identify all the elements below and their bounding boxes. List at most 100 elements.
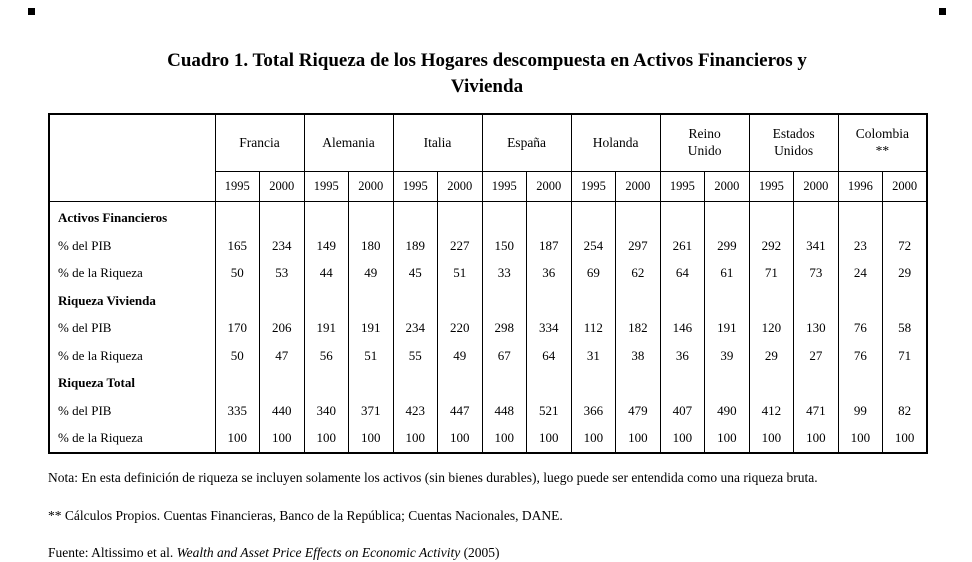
value-cell: 100 xyxy=(615,424,661,453)
value-cell: 234 xyxy=(392,314,439,342)
table-row: % del PIB 165 234 149 180 189 227 150 187 254 297 2… xyxy=(48,231,928,260)
value-cell: 182 xyxy=(615,314,661,342)
country-header: Colombia ** xyxy=(837,113,928,173)
value-cell xyxy=(882,201,928,232)
value-cell xyxy=(837,286,884,315)
value-cell: 31 xyxy=(570,341,617,370)
value-cell xyxy=(348,201,394,232)
note-definition: Nota: En esta definición de riqueza se i… xyxy=(48,469,818,485)
value-cell xyxy=(793,286,839,315)
value-cell: 38 xyxy=(615,341,661,370)
value-cell: 100 xyxy=(748,424,795,453)
value-cell xyxy=(348,286,394,315)
value-cell: 180 xyxy=(348,231,394,260)
value-cell xyxy=(214,286,260,315)
value-cell xyxy=(303,201,350,232)
year-header: 1995 xyxy=(481,171,528,203)
value-cell: 149 xyxy=(303,231,350,260)
value-cell: 440 xyxy=(259,396,305,425)
table-title: Cuadro 1. Total Riqueza de los Hogares d… xyxy=(167,50,807,97)
value-cell: 64 xyxy=(526,341,572,370)
value-cell: 407 xyxy=(659,396,706,425)
value-cell: 471 xyxy=(793,396,839,425)
value-cell xyxy=(659,201,706,232)
value-cell: 55 xyxy=(392,341,439,370)
value-cell xyxy=(748,369,795,397)
value-cell: 112 xyxy=(570,314,617,342)
value-cell: 150 xyxy=(481,231,528,260)
value-cell xyxy=(481,201,528,232)
value-cell: 62 xyxy=(615,259,661,287)
value-cell: 100 xyxy=(392,424,439,453)
value-cell: 130 xyxy=(793,314,839,342)
value-cell xyxy=(704,369,750,397)
value-cell: 165 xyxy=(214,231,260,260)
value-cell: 100 xyxy=(526,424,572,453)
value-cell: 227 xyxy=(437,231,483,260)
value-cell xyxy=(570,286,617,315)
year-header: 1995 xyxy=(748,171,795,203)
year-header: 2000 xyxy=(259,171,305,203)
year-header: 1995 xyxy=(659,171,706,203)
value-cell xyxy=(392,201,439,232)
year-header: 2000 xyxy=(882,171,928,203)
wealth-table: Francia Alemania Italia España Holanda Reino … xyxy=(48,113,929,454)
value-cell xyxy=(793,201,839,232)
value-cell: 50 xyxy=(214,341,260,370)
table-corner-cell xyxy=(48,113,216,203)
value-cell: 366 xyxy=(570,396,617,425)
country-header: Italia xyxy=(392,113,483,173)
value-cell: 100 xyxy=(570,424,617,453)
year-header: 2000 xyxy=(348,171,394,203)
value-cell xyxy=(882,286,928,315)
table-body: Activos Financieros% del PIB 165 234 149 180… xyxy=(48,201,928,453)
value-cell xyxy=(570,369,617,397)
value-cell: 61 xyxy=(704,259,750,287)
value-cell: 69 xyxy=(570,259,617,287)
value-cell: 23 xyxy=(837,231,884,260)
value-cell xyxy=(704,286,750,315)
value-cell: 33 xyxy=(481,259,528,287)
value-cell xyxy=(837,201,884,232)
value-cell xyxy=(348,369,394,397)
year-header: 1995 xyxy=(214,171,260,203)
fuente-suffix: (2005) xyxy=(460,544,500,560)
value-cell: 49 xyxy=(348,259,394,287)
value-cell: 120 xyxy=(748,314,795,342)
value-cell: 82 xyxy=(882,396,928,425)
row-label: % de la Riqueza xyxy=(48,259,216,287)
value-cell: 292 xyxy=(748,231,795,260)
row-label: Riqueza Vivienda xyxy=(48,286,216,315)
value-cell: 45 xyxy=(392,259,439,287)
value-cell: 64 xyxy=(659,259,706,287)
year-header: 1995 xyxy=(303,171,350,203)
value-cell: 100 xyxy=(437,424,483,453)
row-label: % de la Riqueza xyxy=(48,341,216,370)
value-cell: 261 xyxy=(659,231,706,260)
value-cell: 36 xyxy=(526,259,572,287)
table-row: % del PIB 170 206 191 191 234 220 298 334 112 182 1… xyxy=(48,314,928,342)
value-cell: 71 xyxy=(748,259,795,287)
value-cell: 423 xyxy=(392,396,439,425)
country-header-row: Francia Alemania Italia España Holanda Reino … xyxy=(48,113,928,203)
year-header-row: 1995 2000 1995 2000 1995 2000 1995 2000 1995 2000… xyxy=(49,171,928,203)
value-cell: 298 xyxy=(481,314,528,342)
value-cell: 335 xyxy=(214,396,260,425)
value-cell: 67 xyxy=(481,341,528,370)
fuente-prefix: Fuente: Altissimo et al. xyxy=(48,544,177,560)
corner-mark-right xyxy=(939,8,946,15)
value-cell xyxy=(748,286,795,315)
value-cell xyxy=(437,369,483,397)
value-cell: 187 xyxy=(526,231,572,260)
value-cell xyxy=(214,369,260,397)
table-row: % del PIB 335 440 340 371 423 447 448 521 366 479 4… xyxy=(48,396,928,425)
value-cell xyxy=(526,286,572,315)
value-cell: 479 xyxy=(615,396,661,425)
value-cell xyxy=(748,201,795,232)
fuente-source-title: Wealth and Asset Price Effects on Econom… xyxy=(176,544,461,560)
value-cell: 521 xyxy=(526,396,572,425)
value-cell: 297 xyxy=(615,231,661,260)
value-cell: 50 xyxy=(214,259,260,287)
value-cell: 189 xyxy=(392,231,439,260)
